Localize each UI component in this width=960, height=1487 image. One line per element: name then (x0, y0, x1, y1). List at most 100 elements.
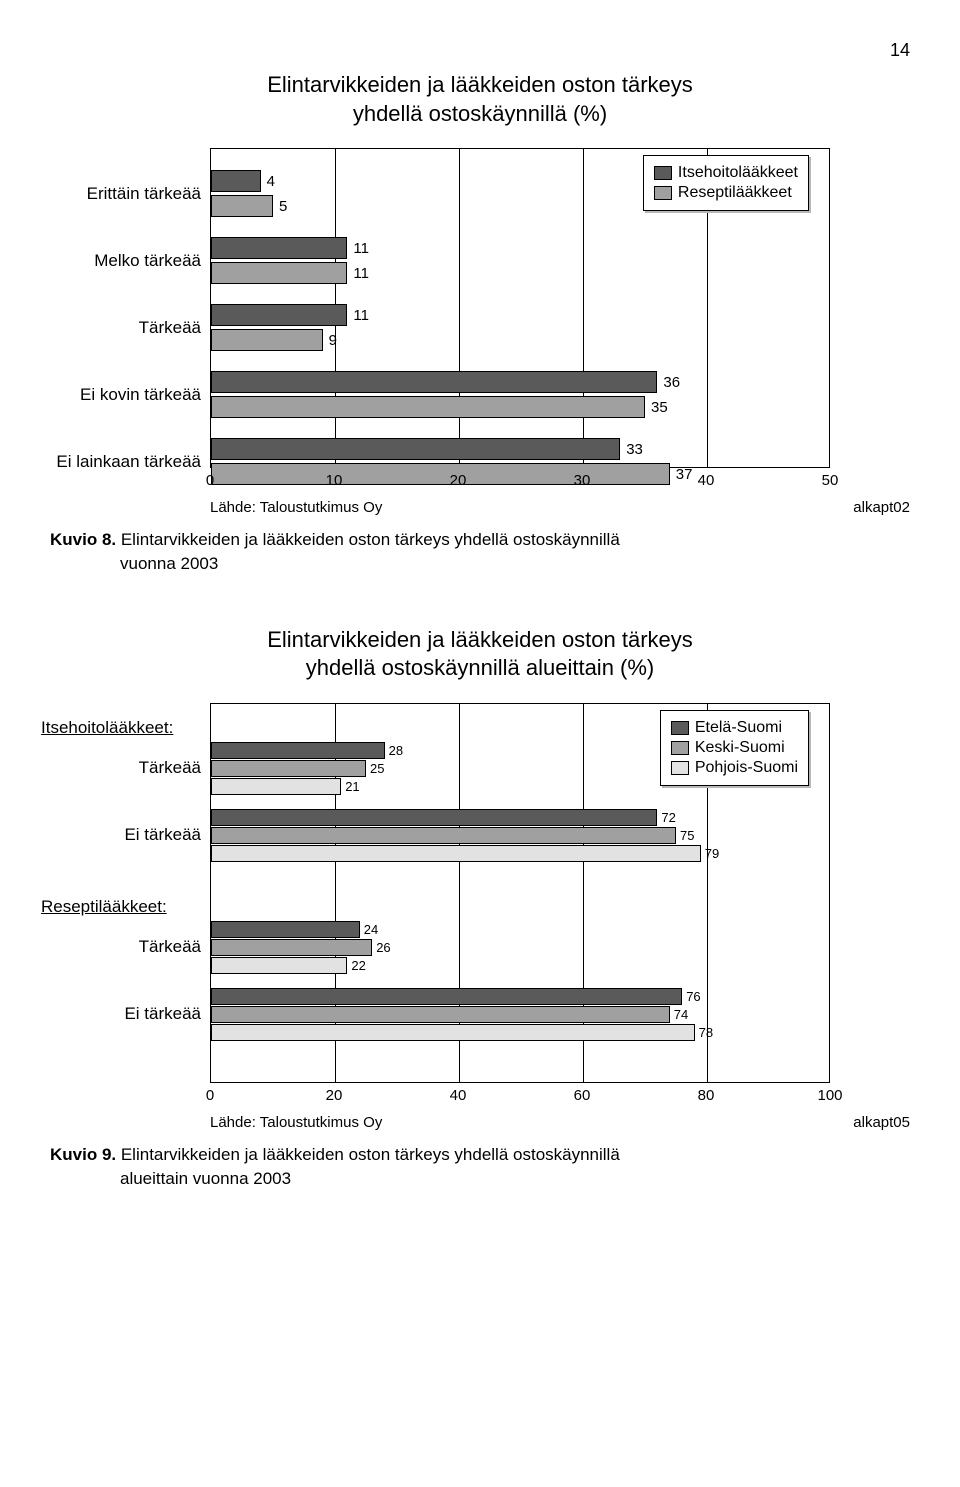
bar-row: 72 (211, 809, 829, 826)
bar-value-label: 26 (376, 939, 390, 956)
chart-2-footer: Lähde: Taloustutkimus Oy alkapt05 (210, 1114, 910, 1131)
bar (211, 329, 323, 351)
category-label: Ei tärkeää (41, 827, 201, 844)
bar-value-label: 35 (651, 396, 668, 418)
bar-value-label: 74 (674, 1006, 688, 1023)
bar-row: 5 (211, 195, 829, 217)
chart-1-caption-l2: vuonna 2003 (50, 554, 218, 573)
x-tick: 20 (326, 1087, 343, 1104)
bar-row: 11 (211, 262, 829, 284)
bar (211, 262, 347, 284)
chart-2-caption-rest: Elintarvikkeiden ja lääkkeiden oston tär… (116, 1145, 620, 1164)
bar (211, 827, 676, 844)
category-label: Ei tärkeää (41, 1006, 201, 1023)
chart-1-title: Elintarvikkeiden ja lääkkeiden oston tär… (50, 71, 910, 128)
bar-value-label: 36 (663, 371, 680, 393)
bar (211, 921, 360, 938)
bar (211, 170, 261, 192)
bar-value-label: 79 (705, 845, 719, 862)
category-label: Ei kovin tärkeää (41, 371, 201, 418)
x-tick: 50 (822, 472, 839, 489)
chart-1-caption-bold: Kuvio 8. (50, 530, 116, 549)
chart-2-title-l1: Elintarvikkeiden ja lääkkeiden oston tär… (267, 627, 693, 652)
bar-value-label: 22 (351, 957, 365, 974)
section-heading-row: Itsehoitolääkkeet: (211, 717, 829, 739)
section-heading: Reseptilääkkeet: (41, 896, 201, 918)
bar-value-label: 78 (699, 1024, 713, 1041)
chart-1-plot: ItsehoitolääkkeetReseptilääkkeetErittäin… (210, 148, 830, 468)
category-label: Erittäin tärkeää (41, 170, 201, 217)
bar-row: Erittäin tärkeää4 (211, 170, 829, 192)
bar-value-label: 24 (364, 921, 378, 938)
bar (211, 371, 657, 393)
x-tick: 0 (206, 472, 214, 489)
chart-2: Elintarvikkeiden ja lääkkeiden oston tär… (50, 626, 910, 1191)
bar (211, 988, 682, 1005)
chart-2-xaxis: 020406080100 (210, 1087, 830, 1112)
page-number: 14 (50, 40, 910, 61)
chart-1: Elintarvikkeiden ja lääkkeiden oston tär… (50, 71, 910, 576)
bar (211, 237, 347, 259)
bar (211, 845, 701, 862)
x-tick: 30 (574, 472, 591, 489)
bar (211, 1006, 670, 1023)
chart-2-plot: Etelä-SuomiKeski-SuomiPohjois-SuomiItseh… (210, 703, 830, 1083)
section-heading-row: Reseptilääkkeet: (211, 896, 829, 918)
bar (211, 809, 657, 826)
bar (211, 742, 385, 759)
bar-value-label: 4 (267, 170, 275, 192)
chart-1-caption-rest: Elintarvikkeiden ja lääkkeiden oston tär… (116, 530, 620, 549)
bar-row: 78 (211, 1024, 829, 1041)
bar-row: 22 (211, 957, 829, 974)
x-tick: 80 (698, 1087, 715, 1104)
x-tick: 60 (574, 1087, 591, 1104)
bar (211, 778, 341, 795)
bar (211, 438, 620, 460)
bar-value-label: 11 (353, 262, 369, 284)
bar-row: Tärkeää25 (211, 760, 829, 777)
bar-value-label: 5 (279, 195, 287, 217)
x-tick: 0 (206, 1087, 214, 1104)
bar-value-label: 28 (389, 742, 403, 759)
bar-value-label: 11 (353, 304, 369, 326)
chart-2-title-l2: yhdellä ostoskäynnillä alueittain (%) (306, 655, 655, 680)
chart-1-xaxis: 01020304050 (210, 472, 830, 497)
bar-row: Ei lainkaan tärkeää33 (211, 438, 829, 460)
bar (211, 304, 347, 326)
category-label: Tärkeää (41, 760, 201, 777)
bar (211, 396, 645, 418)
bar-row: 9 (211, 329, 829, 351)
bar-row: Melko tärkeää11 (211, 237, 829, 259)
x-tick: 100 (817, 1087, 842, 1104)
category-label: Melko tärkeää (41, 237, 201, 284)
chart-1-code: alkapt02 (853, 499, 910, 516)
bar-row: Tärkeää26 (211, 939, 829, 956)
bar-row: Tärkeää11 (211, 304, 829, 326)
chart-2-source: Lähde: Taloustutkimus Oy (210, 1114, 382, 1131)
chart-2-title: Elintarvikkeiden ja lääkkeiden oston tär… (50, 626, 910, 683)
bar-row: 28 (211, 742, 829, 759)
bar-value-label: 25 (370, 760, 384, 777)
section-heading: Itsehoitolääkkeet: (41, 717, 201, 739)
bar (211, 195, 273, 217)
bar-value-label: 21 (345, 778, 359, 795)
bar-row: Ei kovin tärkeää36 (211, 371, 829, 393)
chart-1-caption: Kuvio 8. Elintarvikkeiden ja lääkkeiden … (50, 528, 910, 576)
x-tick: 10 (326, 472, 343, 489)
bar (211, 1024, 695, 1041)
chart-2-code: alkapt05 (853, 1114, 910, 1131)
category-label: Tärkeää (41, 304, 201, 351)
bar-row: 24 (211, 921, 829, 938)
chart-1-box: ItsehoitolääkkeetReseptilääkkeetErittäin… (210, 148, 910, 516)
bar-row: Ei tärkeää75 (211, 827, 829, 844)
bar-value-label: 76 (686, 988, 700, 1005)
chart-2-caption-l2: alueittain vuonna 2003 (50, 1169, 291, 1188)
chart-2-caption-bold: Kuvio 9. (50, 1145, 116, 1164)
bar-row: 21 (211, 778, 829, 795)
bar-value-label: 75 (680, 827, 694, 844)
bar-value-label: 9 (329, 329, 337, 351)
category-label: Ei lainkaan tärkeää (41, 438, 201, 485)
bar-value-label: 72 (661, 809, 675, 826)
bar-row: 76 (211, 988, 829, 1005)
chart-1-title-l1: Elintarvikkeiden ja lääkkeiden oston tär… (267, 72, 693, 97)
